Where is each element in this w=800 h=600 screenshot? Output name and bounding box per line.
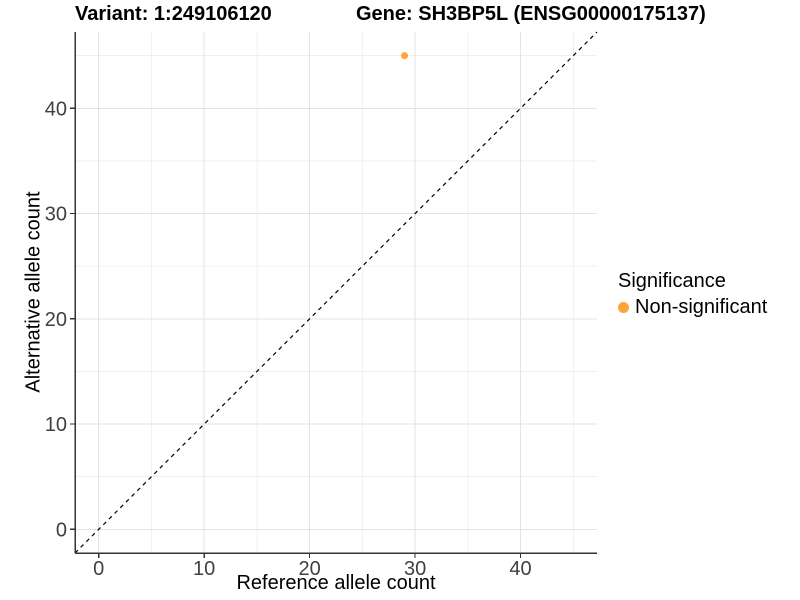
significance-legend: Significance Non-significant [618,270,767,319]
legend-title: Significance [618,270,726,292]
y-tick-label: 20 [45,309,67,331]
x-axis-title: Reference allele count [236,572,436,594]
variant-title: Variant: 1:249106120 [75,3,272,25]
x-tick-label: 0 [93,558,104,580]
orange-point-icon [618,302,629,313]
x-tick-label: 20 [299,558,321,580]
data-point [401,52,409,60]
gene-title: Gene: SH3BP5L (ENSG00000175137) [356,3,706,25]
legend-entry-non-significant: Non-significant [618,296,767,319]
x-tick-label: 40 [509,558,531,580]
y-tick-label: 40 [45,98,67,120]
y-axis-title: Alternative allele count [22,191,45,393]
y-tick-label: 10 [45,414,67,436]
y-tick-label: 30 [45,204,67,226]
x-tick-label: 30 [404,558,426,580]
legend-entry-label: Non-significant [635,296,768,318]
y-tick-label: 0 [56,519,67,541]
x-tick-label: 10 [193,558,215,580]
identity-line [74,31,598,554]
